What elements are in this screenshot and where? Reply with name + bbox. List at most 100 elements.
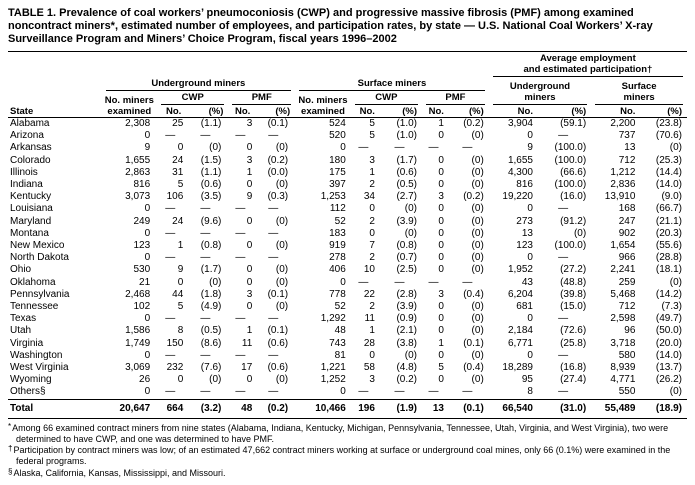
state-cell: Oklahoma (10, 276, 56, 288)
state-cell: Texas (10, 313, 37, 325)
value-cell: 0 (246, 374, 253, 386)
value-cell: (4.8) (396, 362, 417, 374)
value-cell: 3,073 (125, 191, 151, 203)
value-cell: (0) (669, 142, 682, 154)
value-cell: 6,771 (507, 337, 533, 349)
value-cell: 3 (246, 288, 253, 300)
value-cell: 44 (172, 288, 184, 300)
value-cell: 966 (618, 252, 636, 264)
value-cell: — (558, 252, 569, 264)
value-cell: — (200, 349, 211, 361)
value-cell: 664 (157, 398, 189, 419)
footnote-other-states: §Alaska, California, Kansas, Mississippi… (8, 467, 226, 479)
value-cell: 580 (618, 349, 636, 361)
value-cell: (1.0) (396, 130, 417, 142)
value-cell: 6,204 (507, 288, 533, 300)
value-cell: (25.3) (655, 154, 682, 166)
value-cell: 2 (369, 215, 375, 227)
value-cell: (2.1) (396, 325, 417, 337)
value-cell: 196 (350, 398, 382, 419)
state-cell: Maryland (10, 215, 52, 227)
value-cell: (0.2) (463, 118, 484, 129)
state-cell: Virginia (10, 337, 44, 349)
value-cell: 0 (527, 252, 533, 264)
value-cell: (0.5) (200, 325, 222, 337)
value-cell: 2 (369, 252, 375, 264)
value-cell: — (235, 386, 246, 398)
value-cell: (3.9) (396, 301, 417, 313)
table-header: Average employment and estimated partici… (8, 52, 687, 118)
value-cell: (0) (404, 203, 417, 215)
value-cell: 2,184 (507, 325, 533, 337)
value-cell: 1,749 (125, 337, 151, 349)
value-cell: 175 (329, 166, 346, 178)
value-cell: 11 (364, 313, 375, 325)
value-cell: 5,468 (610, 288, 636, 300)
state-cell: Alabama (10, 118, 50, 129)
table-row: Virginia 1,749 150 (8.6) 11 (0.6) 743 28 (3.8) 1 (… (8, 338, 687, 350)
value-cell: (0) (471, 179, 484, 191)
prevalence-table: Average employment and estimated partici… (8, 51, 687, 419)
value-cell: — (235, 313, 246, 325)
value-cell: — (558, 130, 569, 142)
value-cell: 1 (369, 325, 375, 337)
state-cell: Arizona (10, 130, 44, 142)
value-cell: 0 (438, 313, 444, 325)
value-cell: (0) (275, 276, 289, 288)
value-cell: 0 (438, 325, 444, 337)
value-cell: 48 (228, 398, 258, 419)
value-cell: (0) (669, 276, 682, 288)
value-cell: (1.5) (200, 154, 222, 166)
value-cell: 550 (618, 386, 636, 398)
value-cell: — (268, 386, 279, 398)
value-cell: 681 (516, 301, 533, 313)
value-cell: (9.6) (200, 215, 222, 227)
value-cell: 0 (438, 215, 444, 227)
value-cell: 0 (527, 130, 533, 142)
value-cell: (0.1) (267, 118, 289, 129)
footnote-marker: † (8, 444, 13, 454)
value-cell: (3.8) (396, 337, 417, 349)
value-cell: 0 (144, 203, 151, 215)
value-cell: 0 (438, 240, 444, 252)
value-cell: (0.1) (450, 398, 489, 419)
value-cell: (0.1) (267, 325, 289, 337)
value-cell: (0) (275, 142, 289, 154)
value-cell: 2 (369, 179, 375, 191)
value-cell: 0 (438, 154, 444, 166)
value-cell: (100.0) (554, 240, 587, 252)
col-header-no: No. (422, 105, 451, 118)
value-cell: 278 (329, 252, 346, 264)
value-cell: 524 (329, 118, 346, 129)
value-cell: 2,200 (610, 118, 636, 129)
state-cell: North Dakota (10, 252, 69, 264)
value-cell: 7 (369, 240, 375, 252)
value-cell: 1,253 (320, 191, 346, 203)
value-cell: — (235, 227, 246, 239)
value-cell: — (165, 252, 176, 264)
value-cell: 0 (438, 301, 444, 313)
value-cell: (0) (275, 374, 289, 386)
col-header-ug-examined: No. miners examined (101, 91, 158, 118)
value-cell: 1,655 (507, 154, 533, 166)
value-cell: — (165, 386, 176, 398)
table-row: New Mexico 123 1 (0.8) 0 (0) 919 7 (0.8) 0 (0) 123 (… (8, 240, 687, 252)
value-cell: 0 (177, 142, 184, 154)
value-cell: 183 (329, 227, 346, 239)
value-cell: — (235, 252, 246, 264)
col-header-pct: (%) (450, 105, 489, 118)
value-cell: (0.6) (267, 362, 289, 374)
value-cell: (0.7) (396, 252, 417, 264)
value-cell: 66,540 (488, 398, 540, 419)
value-cell: (14.4) (655, 166, 682, 178)
value-cell: (14.0) (655, 349, 682, 361)
value-cell: 1,655 (125, 154, 151, 166)
group-header-s-cwp: CWP (351, 91, 422, 105)
value-cell: 96 (624, 325, 636, 337)
value-cell: (16.8) (560, 362, 587, 374)
value-cell: 1 (438, 337, 444, 349)
state-cell: Pennsylvania (10, 288, 70, 300)
value-cell: — (268, 227, 279, 239)
state-cell: Montana (10, 227, 49, 239)
value-cell: — (165, 313, 176, 325)
